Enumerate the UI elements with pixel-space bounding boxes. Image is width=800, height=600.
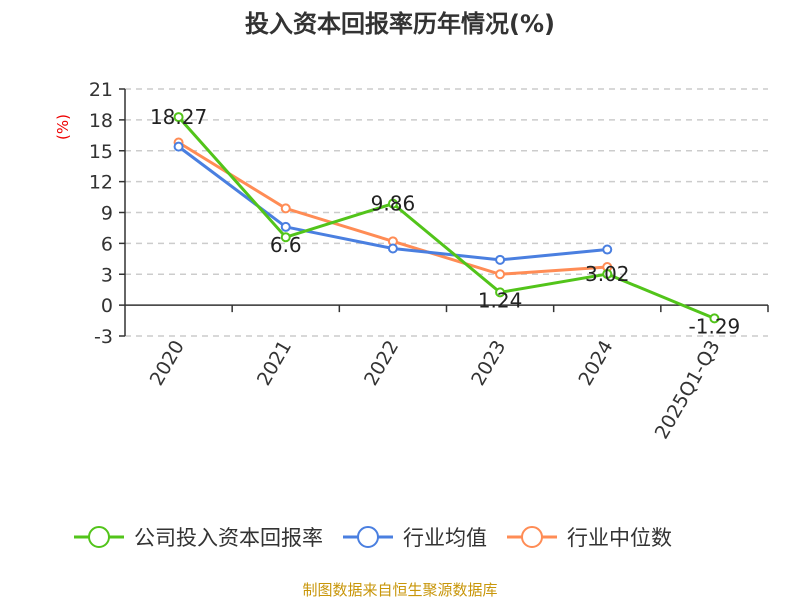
y-tick-label: 12 (89, 172, 113, 194)
data-point (280, 221, 291, 232)
chart-title: 投入资本回报率历年情况(%) (245, 10, 555, 38)
x-tick-label: 2023 (467, 337, 510, 390)
legend-marker (521, 526, 543, 548)
data-label: 6.6 (270, 233, 302, 257)
x-tick-label: 2025Q1-Q3 (651, 337, 725, 443)
data-point (173, 112, 184, 123)
x-tick-label: 2020 (146, 337, 189, 390)
y-tick-label: 15 (89, 141, 113, 163)
data-label: -1.29 (689, 314, 741, 338)
data-point (173, 141, 184, 152)
y-tick-label: 0 (101, 295, 113, 317)
legend-label: 公司投入资本回报率 (134, 526, 323, 550)
y-axis-label: (%) (54, 114, 72, 140)
legend-marker (88, 526, 110, 548)
data-point (280, 232, 291, 243)
data-point (602, 269, 613, 280)
data-label: 3.02 (585, 262, 630, 286)
legend-label: 行业中位数 (567, 526, 672, 550)
data-point (495, 269, 506, 280)
data-point (602, 244, 613, 255)
y-tick-label: -3 (94, 326, 113, 348)
data-label: 9.86 (371, 192, 416, 216)
data-label: 18.27 (150, 105, 207, 129)
data-point (280, 203, 291, 214)
data-point (709, 313, 720, 324)
y-tick-label: 6 (101, 233, 113, 255)
source-note: 制图数据来自恒生聚源数据库 (302, 581, 497, 599)
y-tick-label: 3 (101, 264, 113, 286)
series-line (177, 116, 715, 320)
data-point (387, 198, 398, 209)
y-tick-label: 21 (89, 79, 113, 101)
data-point (495, 287, 506, 298)
y-tick-label: 9 (101, 203, 113, 225)
y-tick-label: 18 (89, 110, 113, 132)
x-tick-label: 2022 (360, 337, 403, 390)
legend-label: 行业均值 (403, 526, 487, 550)
x-tick-label: 2024 (574, 337, 617, 390)
data-point (495, 254, 506, 265)
x-tick-label: 2021 (253, 337, 296, 390)
legend-marker (357, 526, 379, 548)
data-label: 1.24 (478, 288, 523, 312)
data-point (387, 243, 398, 254)
